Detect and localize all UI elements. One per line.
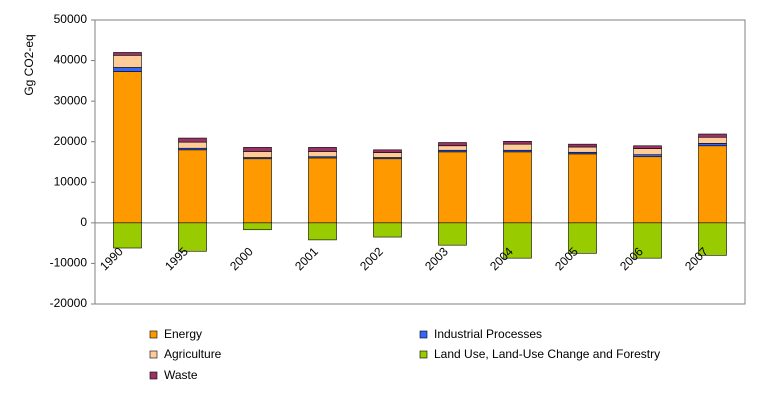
legend-label: Energy (164, 327, 202, 341)
bar-segment (568, 153, 597, 224)
x-tick-label: 2001 (292, 244, 321, 273)
bar-segment (568, 222, 597, 254)
bar-segment (243, 147, 272, 152)
bar-segment (308, 147, 337, 152)
bar-segment (178, 149, 207, 224)
x-tick-label: 2003 (422, 244, 451, 273)
bar-segment (503, 151, 532, 224)
y-tick-label: 40000 (54, 53, 88, 67)
bar-segment (113, 67, 142, 72)
bar-segment (438, 142, 467, 147)
bar-segment (633, 156, 662, 224)
x-tick-label: 2000 (227, 244, 256, 273)
bar-segment (633, 145, 662, 149)
legend-label: Waste (164, 368, 198, 382)
bar-segment (178, 141, 207, 149)
bar-segment (113, 52, 142, 56)
bar-segment (373, 222, 402, 238)
y-tick-label: 0 (80, 215, 87, 229)
bar-segment (438, 222, 467, 246)
y-tick-label: -10000 (50, 256, 88, 270)
bar-segment (373, 158, 402, 224)
bar-segment (503, 141, 532, 145)
legend-label: Agriculture (164, 347, 222, 361)
bar-segment (243, 151, 272, 158)
bar-segment (308, 222, 337, 241)
bar-segment (113, 222, 142, 249)
legend-swatch (149, 330, 158, 339)
x-tick-label: 1990 (97, 244, 126, 273)
legend-swatch (149, 350, 158, 359)
bar-segment (568, 143, 597, 148)
bar-segment (698, 145, 727, 224)
bar-segment (698, 222, 727, 256)
bar-segment (308, 157, 337, 224)
bar-segment (243, 158, 272, 224)
bar-segment (698, 136, 727, 144)
bar-segment (113, 54, 142, 68)
bar-segment (503, 222, 532, 259)
bar-segment (178, 222, 207, 252)
y-tick-label: 20000 (54, 134, 88, 148)
bar-segment (373, 149, 402, 153)
y-tick-label: -20000 (50, 296, 88, 310)
bar-segment (698, 143, 727, 147)
bar-segment (178, 137, 207, 143)
plot-area (94, 19, 746, 305)
bar-segment (243, 222, 272, 231)
legend-swatch (149, 371, 158, 380)
legend-swatch (419, 350, 428, 359)
y-tick-label: 50000 (54, 12, 88, 26)
y-tick-label: 30000 (54, 93, 88, 107)
bar-segment (568, 146, 597, 153)
bar-segment (438, 151, 467, 224)
bar-segment (438, 145, 467, 151)
y-axis-title: Gg CO2-eq (22, 34, 36, 95)
bar-segment (698, 133, 727, 138)
bar-segment (633, 154, 662, 158)
x-tick-label: 2002 (357, 244, 386, 273)
bar-segment (633, 222, 662, 259)
bar-segment (503, 143, 532, 151)
bar-segment (633, 148, 662, 155)
bar-segment (308, 151, 337, 158)
legend-swatch (419, 330, 428, 339)
bar-segment (113, 71, 142, 224)
bar-segment (373, 152, 402, 158)
y-tick-label: 10000 (54, 174, 88, 188)
legend-label: Land Use, Land-Use Change and Forestry (434, 347, 660, 361)
legend-label: Industrial Processes (434, 327, 542, 341)
